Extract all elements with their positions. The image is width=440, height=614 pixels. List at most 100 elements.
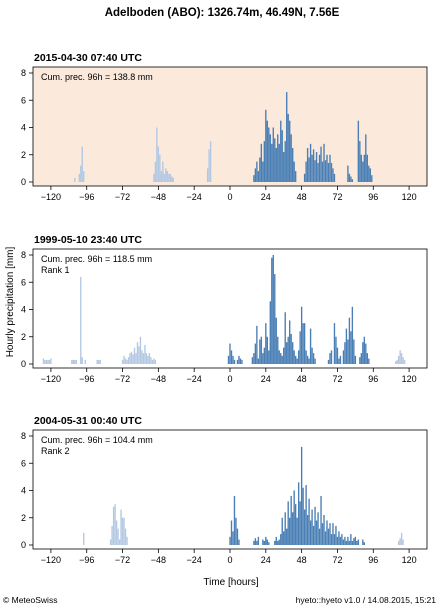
precip-bar-event [312, 525, 315, 545]
precip-bar-past [169, 173, 171, 182]
precip-bar-event [263, 141, 266, 183]
precip-bar-event [289, 320, 291, 364]
precip-bar-event [339, 536, 342, 545]
precip-bar-event [348, 317, 351, 364]
precip-bar-event [350, 176, 352, 182]
precip-bar-event [312, 353, 315, 364]
precip-bar-event [333, 534, 336, 545]
precip-bar-past [168, 173, 170, 182]
precip-bar-event [278, 143, 280, 182]
precip-bar-event [268, 542, 270, 545]
precip-bar-event [260, 336, 263, 364]
precip-bar-event [259, 339, 261, 364]
precip-bar-event [365, 134, 367, 182]
precip-bar-event [306, 355, 309, 364]
precip-bar-past [400, 532, 403, 545]
x-tick-label: 48 [297, 555, 307, 565]
precip-bar-event [232, 355, 234, 364]
precip-bar-past [166, 171, 168, 182]
x-tick-label: −120 [41, 555, 61, 565]
precip-bar-past [165, 168, 167, 183]
precip-bar-past [399, 350, 401, 365]
precip-bar-event [253, 175, 255, 182]
precip-bar-event [327, 528, 330, 545]
precip-bar-past [84, 359, 86, 364]
x-tick-label: 96 [368, 192, 378, 202]
precip-bar-past [74, 177, 76, 182]
y-tick-label: 4 [21, 486, 26, 496]
precip-bar-past [115, 520, 118, 545]
precip-bar-event [302, 487, 304, 545]
precip-bar-event [308, 157, 310, 182]
y-tick-label: 8 [21, 68, 26, 78]
precip-bar-event [296, 358, 298, 364]
precip-bar-event [347, 165, 349, 182]
x-tick-label: −120 [41, 374, 61, 384]
precip-bar-event [326, 154, 328, 182]
precip-bar-event [260, 143, 263, 182]
x-tick-label: 120 [402, 192, 417, 202]
precip-bar-event [338, 531, 340, 546]
x-tick-label: 120 [402, 374, 417, 384]
precip-bar-event [303, 173, 306, 182]
precip-bar-event [292, 147, 294, 182]
precip-bar-event [330, 350, 333, 365]
precip-bar-event [297, 350, 300, 365]
precip-bar-past [123, 517, 125, 545]
cum-prec-annotation: Cum. prec. 96h = 138.8 mm [41, 72, 153, 82]
precip-bar-event [274, 274, 276, 364]
precip-bar-event [233, 495, 236, 545]
precip-bar-event [266, 336, 268, 364]
x-tick-label: 72 [332, 192, 342, 202]
precip-bar-event [290, 334, 292, 364]
precip-bar-past [403, 359, 406, 364]
precip-bar-event [311, 509, 313, 545]
precip-bar-event [353, 538, 355, 545]
precip-bar-event [311, 154, 313, 182]
precip-bar-event [275, 147, 277, 182]
precip-bar-event [368, 358, 370, 364]
precip-bar-past [135, 353, 137, 364]
precip-bar-event [345, 540, 348, 545]
precip-bar-event [299, 501, 301, 545]
precip-bar-event [284, 141, 286, 183]
precip-bar-event [318, 154, 321, 182]
chart-panel-2: −120 −96 −72 −48 −24 0 24 48 72 96 120024681999-05… [21, 234, 428, 384]
precip-bar-past [78, 173, 80, 182]
precip-bar-event [318, 528, 321, 545]
precip-bar-event [315, 520, 318, 545]
rank-label: Rank 1 [41, 265, 70, 275]
precip-bar-past [160, 171, 163, 182]
precip-bar-event [311, 347, 313, 364]
precip-bar-event [272, 127, 274, 182]
precip-bar-event [300, 306, 303, 364]
precip-bar-event [265, 536, 267, 545]
precip-bar-past [209, 141, 212, 183]
precip-bar-event [338, 358, 340, 364]
panel-title: 2015-04-30 07:40 UTC [34, 52, 142, 64]
precip-bar-event [287, 336, 289, 364]
precip-bar-event [283, 531, 285, 546]
precip-bar-event [280, 534, 282, 545]
precip-bar-event [294, 355, 297, 364]
x-tick-label: −72 [115, 192, 130, 202]
precip-bar-past [45, 359, 48, 364]
precip-bar-event [272, 255, 274, 364]
precip-bar-event [287, 113, 289, 183]
precip-bar-event [314, 506, 316, 545]
precip-bar-past [151, 359, 154, 364]
precip-bar-past [399, 538, 401, 545]
precip-bar-event [324, 160, 327, 182]
y-tick-label: 8 [21, 431, 26, 441]
precip-bar-past [97, 359, 100, 364]
precip-bar-event [266, 539, 268, 545]
precip-bar-event [254, 538, 257, 545]
chart-panels: −120 −96 −72 −48 −24 0 24 48 72 96 120024682015-04… [21, 52, 428, 565]
precip-bar-event [256, 325, 258, 364]
main-title: Adelboden (ABO): 1326.74m, 46.49N, 7.56E [105, 7, 340, 19]
precip-bar-past [139, 336, 142, 364]
precip-bar-past [397, 355, 400, 364]
precip-bar-event [312, 149, 315, 182]
precip-bar-event [342, 350, 345, 365]
